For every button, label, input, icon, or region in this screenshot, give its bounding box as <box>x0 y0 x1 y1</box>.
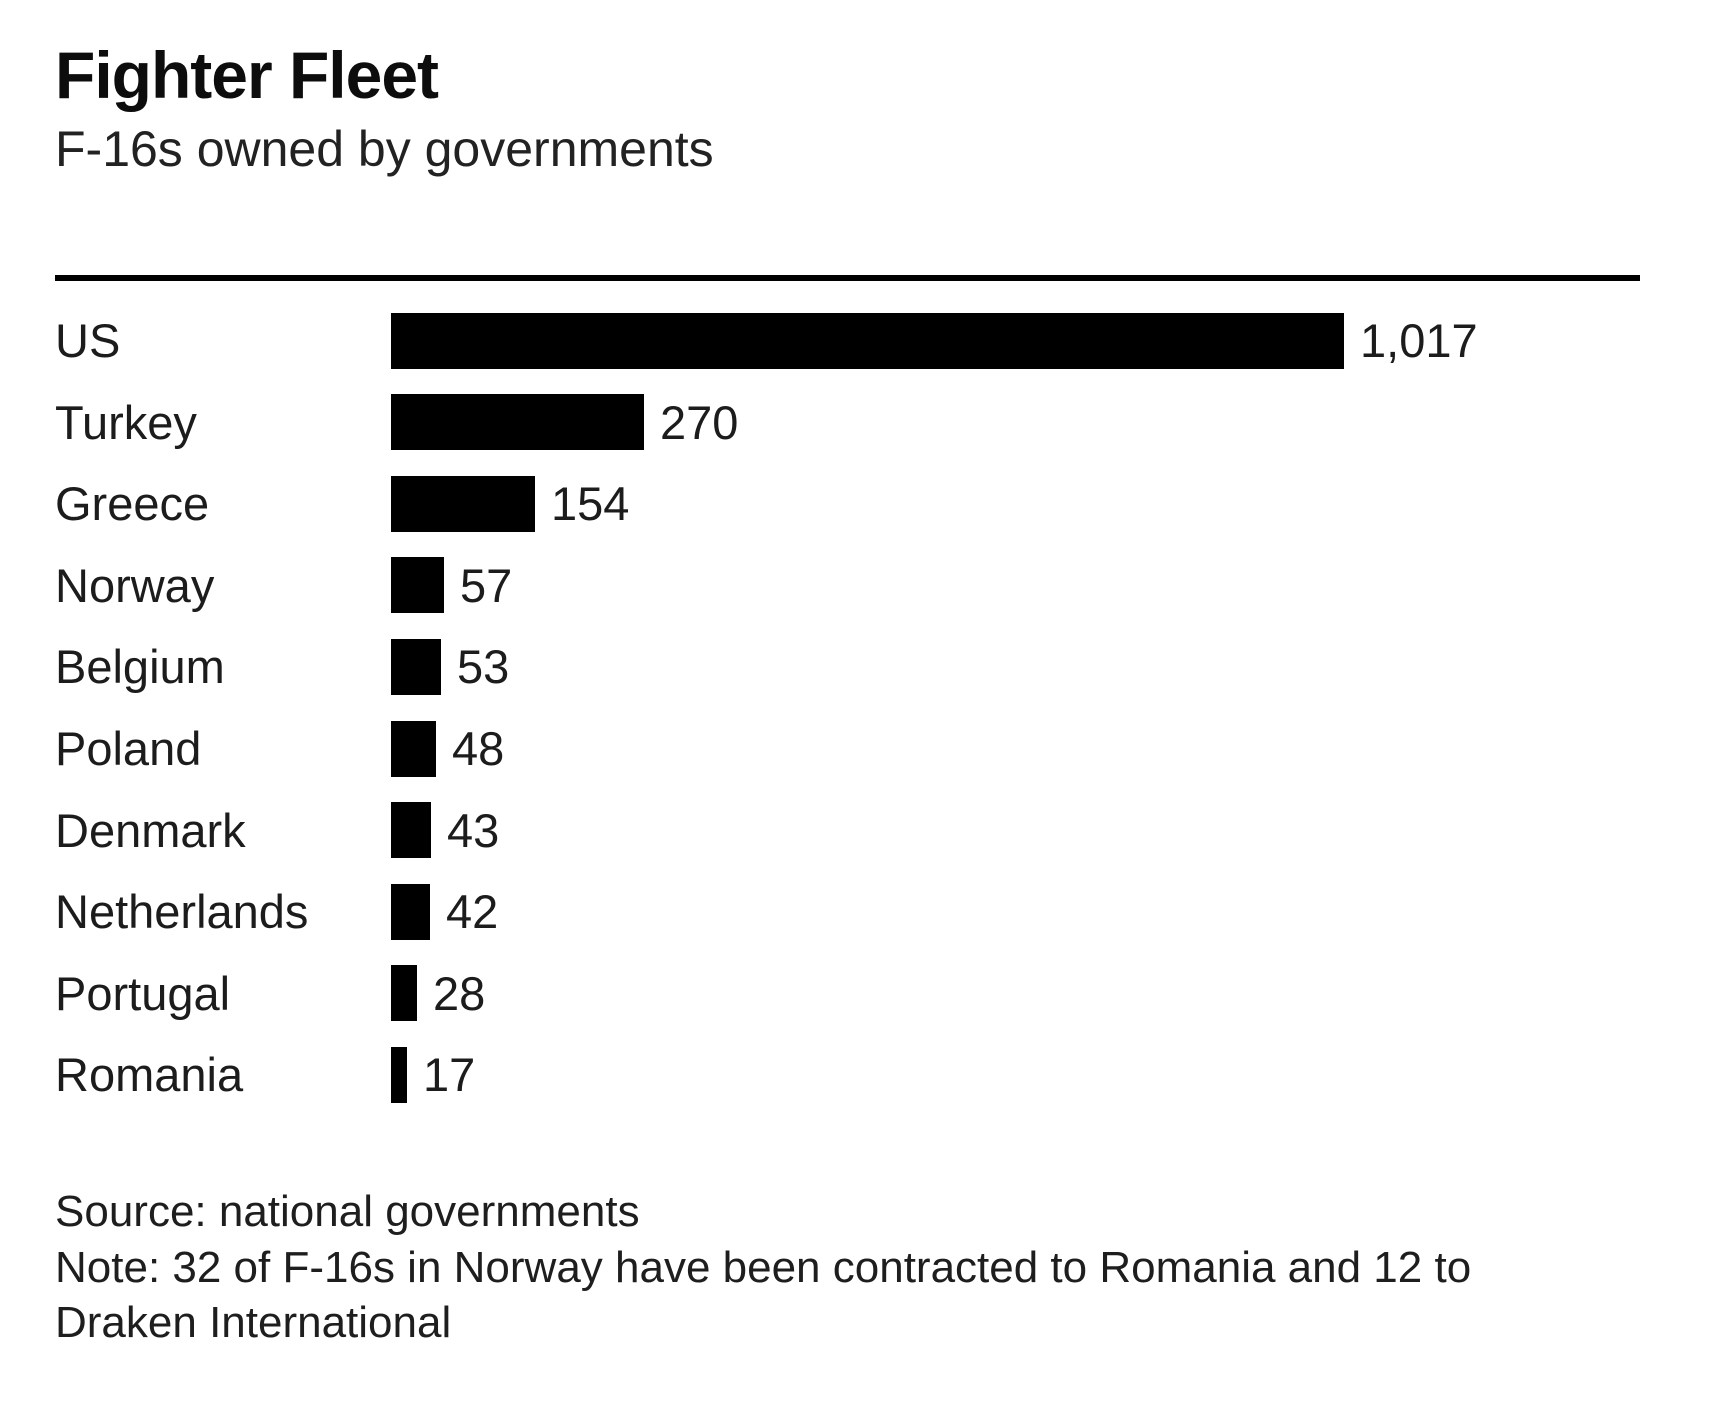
chart-row: Poland 48 <box>55 708 1732 790</box>
chart-row: US 1,017 <box>55 300 1732 382</box>
chart-row: Belgium 53 <box>55 626 1732 708</box>
category-label: Norway <box>55 558 215 612</box>
value-label: 17 <box>423 1048 476 1102</box>
value-label: 53 <box>457 640 510 694</box>
category-label: Greece <box>55 477 210 531</box>
category-label: Portugal <box>55 966 231 1020</box>
chart-row: Norway 57 <box>55 545 1732 627</box>
chart-row: Netherlands 42 <box>55 871 1732 953</box>
chart-row: Greece 154 <box>55 463 1732 545</box>
chart-footer: Source: national governments Note: 32 of… <box>55 1184 1555 1352</box>
chart-row: Portugal 28 <box>55 953 1732 1035</box>
chart-row: Turkey 270 <box>55 381 1732 463</box>
value-label: 270 <box>660 395 739 449</box>
bar-chart: US 1,017 Turkey 270 Greece 154 Norway 57… <box>55 300 1732 1116</box>
bar <box>391 475 535 532</box>
value-label: 42 <box>446 885 499 939</box>
category-label: US <box>55 314 121 368</box>
bar <box>391 312 1344 369</box>
value-label: 57 <box>460 558 513 612</box>
value-label: 43 <box>447 803 500 857</box>
category-label: Romania <box>55 1048 244 1102</box>
value-label: 28 <box>433 966 486 1020</box>
chart-row: Romania 17 <box>55 1034 1732 1116</box>
bar <box>391 883 430 940</box>
bar <box>391 720 436 777</box>
value-label: 154 <box>551 477 630 531</box>
value-label: 1,017 <box>1360 314 1478 368</box>
chart-subtitle: F-16s owned by governments <box>55 121 714 178</box>
source-note: Source: national governments <box>55 1186 640 1236</box>
bar <box>391 638 441 695</box>
category-label: Belgium <box>55 640 225 694</box>
bar <box>391 1046 407 1103</box>
bar <box>391 802 431 859</box>
category-label: Turkey <box>55 395 197 449</box>
bar <box>391 557 444 614</box>
bar <box>391 394 644 451</box>
category-label: Denmark <box>55 803 246 857</box>
footnote: Note: 32 of F-16s in Norway have been co… <box>55 1242 1472 1348</box>
category-label: Poland <box>55 722 202 776</box>
category-label: Netherlands <box>55 885 309 939</box>
value-label: 48 <box>452 722 505 776</box>
chart-row: Denmark 43 <box>55 789 1732 871</box>
bar <box>391 965 417 1022</box>
top-rule <box>55 274 1640 281</box>
chart-title: Fighter Fleet <box>55 38 439 112</box>
